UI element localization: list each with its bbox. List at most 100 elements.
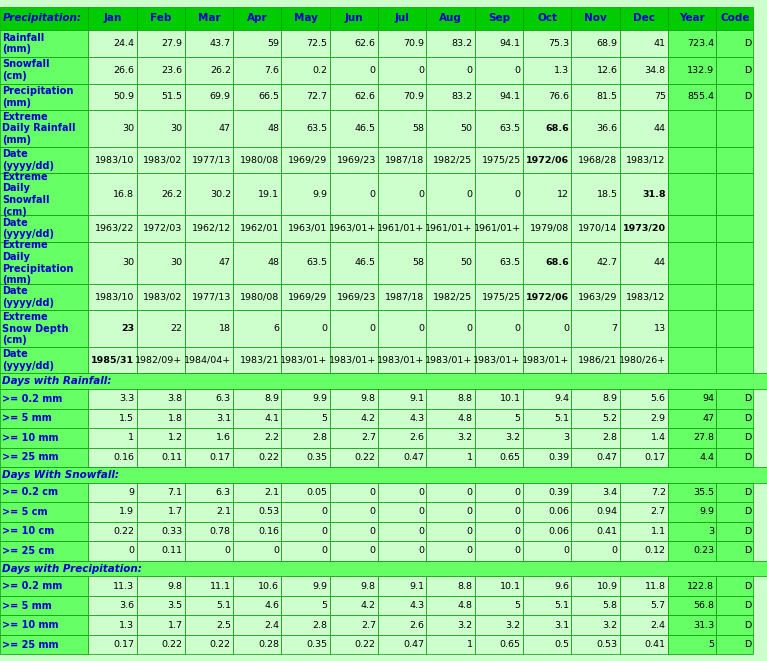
Text: >= 25 mm: >= 25 mm (2, 640, 59, 650)
Text: 0.22: 0.22 (258, 453, 279, 462)
Text: 47: 47 (702, 414, 714, 423)
Bar (571, 57, 620, 83)
Text: 0: 0 (418, 190, 424, 199)
Text: 5.7: 5.7 (650, 601, 666, 610)
Bar (475, 83, 523, 110)
Text: 3.2: 3.2 (505, 621, 521, 630)
Text: Code: Code (720, 13, 749, 23)
Bar (571, 83, 620, 110)
Text: 1975/25: 1975/25 (482, 293, 521, 301)
Bar (426, 408, 475, 428)
Text: 27.9: 27.9 (162, 39, 183, 48)
Bar (137, 83, 185, 110)
Text: Extreme
Daily
Precipitation
(mm): Extreme Daily Precipitation (mm) (2, 241, 74, 285)
Text: 3.2: 3.2 (457, 621, 472, 630)
Bar (88, 242, 137, 284)
Bar (426, 173, 475, 215)
Text: 3.5: 3.5 (167, 601, 183, 610)
Bar (668, 242, 716, 284)
Bar (620, 7, 668, 30)
Text: 1962/12: 1962/12 (192, 224, 231, 233)
Bar (378, 83, 426, 110)
Text: 0.22: 0.22 (162, 640, 183, 649)
Bar (523, 596, 571, 615)
Text: 0.53: 0.53 (258, 508, 279, 516)
Text: 2.8: 2.8 (602, 434, 617, 442)
Text: 1: 1 (128, 434, 134, 442)
Text: 1983/01+: 1983/01+ (522, 356, 569, 365)
Bar (330, 242, 378, 284)
Bar (716, 502, 753, 522)
Bar (233, 541, 281, 561)
Bar (233, 147, 281, 173)
Bar (716, 30, 753, 57)
Text: 34.8: 34.8 (644, 65, 666, 75)
Text: 2.7: 2.7 (360, 434, 376, 442)
Bar (185, 173, 233, 215)
Text: 19.1: 19.1 (258, 190, 279, 199)
Text: 0.39: 0.39 (548, 488, 569, 497)
Text: Days with Rainfall:: Days with Rainfall: (2, 376, 112, 386)
Text: 2.7: 2.7 (650, 508, 666, 516)
Text: Days with Precipitation:: Days with Precipitation: (2, 564, 142, 574)
Bar (88, 7, 137, 30)
Text: 68.6: 68.6 (545, 258, 569, 267)
Text: D: D (744, 93, 751, 101)
Text: 8.9: 8.9 (602, 395, 617, 403)
Bar (233, 57, 281, 83)
Text: 1968/28: 1968/28 (578, 155, 617, 165)
Text: 5.1: 5.1 (554, 601, 569, 610)
Bar (233, 242, 281, 284)
Bar (185, 389, 233, 408)
Text: 2.4: 2.4 (264, 621, 279, 630)
Text: 1983/01+: 1983/01+ (425, 356, 472, 365)
Bar (281, 242, 330, 284)
Bar (137, 428, 185, 447)
Text: 1973/20: 1973/20 (623, 224, 666, 233)
Bar (0, 541, 88, 561)
Text: 0: 0 (418, 527, 424, 536)
Bar (378, 346, 426, 373)
Bar (281, 311, 330, 346)
Text: 1963/22: 1963/22 (95, 224, 134, 233)
Bar (185, 284, 233, 311)
Bar (668, 110, 716, 147)
Bar (378, 428, 426, 447)
Bar (378, 576, 426, 596)
Bar (475, 635, 523, 654)
Text: 1983/02: 1983/02 (143, 155, 183, 165)
Bar (0, 346, 88, 373)
Text: 0.35: 0.35 (306, 640, 328, 649)
Text: D: D (744, 488, 751, 497)
Text: 3.6: 3.6 (119, 601, 134, 610)
Text: >= 0.2 cm: >= 0.2 cm (2, 487, 58, 498)
Bar (281, 110, 330, 147)
Text: 50: 50 (460, 124, 472, 133)
Text: 0: 0 (273, 547, 279, 555)
Bar (185, 447, 233, 467)
Text: 36.6: 36.6 (596, 124, 617, 133)
Bar (0, 596, 88, 615)
Bar (137, 284, 185, 311)
Bar (378, 110, 426, 147)
Bar (620, 83, 668, 110)
Bar (475, 596, 523, 615)
Bar (281, 635, 330, 654)
Bar (426, 447, 475, 467)
Bar (668, 408, 716, 428)
Bar (620, 447, 668, 467)
Bar (233, 483, 281, 502)
Bar (88, 428, 137, 447)
Bar (281, 541, 330, 561)
Text: 0: 0 (515, 65, 521, 75)
Bar (88, 110, 137, 147)
Text: 0: 0 (370, 508, 376, 516)
Text: 0: 0 (321, 527, 328, 536)
Text: 18.5: 18.5 (597, 190, 617, 199)
Bar (330, 57, 378, 83)
Bar (233, 615, 281, 635)
Bar (523, 576, 571, 596)
Text: >= 0.2 mm: >= 0.2 mm (2, 581, 63, 591)
Text: 63.5: 63.5 (306, 258, 328, 267)
Bar (426, 483, 475, 502)
